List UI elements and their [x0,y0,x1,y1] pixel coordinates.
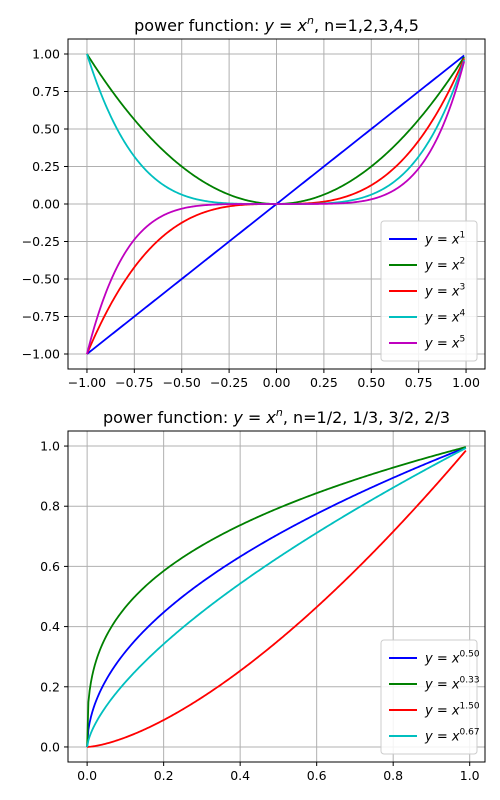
x-tick-label: 0.6 [307,768,327,783]
x-tick-label: −1.00 [68,375,106,390]
legend-label-exponent: 0.33 [460,676,480,686]
legend-label: y = x0.50 [424,650,480,667]
y-tick-label: 0.00 [32,197,60,212]
y-tick-label: −0.75 [22,309,60,324]
series-line [86,447,467,748]
x-tick-label: −0.50 [163,375,201,390]
legend-label-base: y = x [424,652,460,667]
chart-title-suffix: , n=1/2, 1/3, 3/2, 2/3 [283,408,450,427]
legend-label-exponent: 2 [460,257,466,267]
x-tick-label: −0.75 [115,375,153,390]
y-tick-label: 0.25 [32,159,60,174]
chart-title-prefix: power function: [134,16,264,35]
legend-label-base: y = x [424,259,460,274]
legend-label-base: y = x [424,233,460,248]
y-tick-label: 1.00 [32,47,60,62]
x-tick-label: 0.50 [357,375,385,390]
y-tick-label: 0.6 [40,559,60,574]
legend-label: y = x3 [424,283,465,300]
y-tick-label: 0.8 [40,499,60,514]
legend-label-exponent: 0.67 [460,728,480,738]
y-tick-label: −0.25 [22,234,60,249]
legend-label: y = x4 [424,309,466,326]
legend: y = x1y = x2y = x3y = x4y = x5 [380,220,478,362]
chart-title-math: y = x [263,16,307,35]
y-tick-label: −1.00 [22,347,60,362]
legend-label-exponent: 1 [460,231,466,241]
x-tick-label: 0.75 [405,375,433,390]
legend-label: y = x5 [424,335,465,352]
legend-box [380,220,478,362]
legend-label: y = x1 [424,231,465,248]
legend-box [380,639,478,755]
legend: y = x0.50y = x0.33y = x1.50y = x0.67 [380,639,480,755]
chart-title: power function: y = xn, n=1/2, 1/3, 3/2,… [103,406,450,427]
chart-integer-powers: power function: y = xn, n=1,2,3,4,5−1.00… [22,14,486,390]
legend-label-base: y = x [424,285,460,300]
chart-title: power function: y = xn, n=1,2,3,4,5 [134,14,419,35]
legend-label-exponent: 5 [460,335,466,345]
chart-title-exponent: n [276,406,283,419]
legend-label-exponent: 0.50 [460,650,480,660]
y-tick-label: 0.4 [40,619,60,634]
y-tick-label: 0.75 [32,84,60,99]
y-tick-label: 0.2 [40,679,60,694]
legend-label: y = x2 [424,257,465,274]
series-line [87,449,467,748]
chart-title-exponent: n [307,14,314,27]
chart-title-prefix: power function: [103,408,233,427]
x-tick-label: −0.25 [210,375,248,390]
y-tick-label: −0.50 [22,272,60,287]
plot-frame [67,430,486,763]
chart-title-suffix: , n=1,2,3,4,5 [314,16,419,35]
legend-label: y = x0.67 [424,728,480,745]
x-tick-label: 0.00 [263,375,291,390]
x-tick-label: 0.8 [383,768,403,783]
series-line [86,446,467,747]
y-tick-label: 1.0 [40,439,60,454]
x-tick-label: 0.0 [77,768,97,783]
legend-label-exponent: 3 [460,283,466,293]
legend-label-base: y = x [424,704,460,719]
legend-label-exponent: 1.50 [460,702,480,712]
legend-label-base: y = x [424,337,460,352]
x-tick-label: 0.4 [230,768,250,783]
x-tick-label: 0.25 [310,375,338,390]
y-tick-label: 0.0 [40,739,60,754]
series-line [86,446,467,748]
x-tick-label: 1.00 [452,375,480,390]
x-tick-label: 1.0 [460,768,480,783]
legend-label-base: y = x [424,730,460,745]
chart-title-math: y = x [232,408,276,427]
legend-label: y = x1.50 [424,702,480,719]
legend-label-base: y = x [424,311,460,326]
legend-label-exponent: 4 [460,309,466,319]
y-tick-label: 0.50 [32,122,60,137]
chart-fractional-powers: power function: y = xn, n=1/2, 1/3, 3/2,… [40,406,486,783]
plot-frame [67,38,486,370]
legend-label: y = x0.33 [424,676,480,693]
x-tick-label: 0.2 [154,768,174,783]
legend-label-base: y = x [424,678,460,693]
series-line [86,61,466,355]
